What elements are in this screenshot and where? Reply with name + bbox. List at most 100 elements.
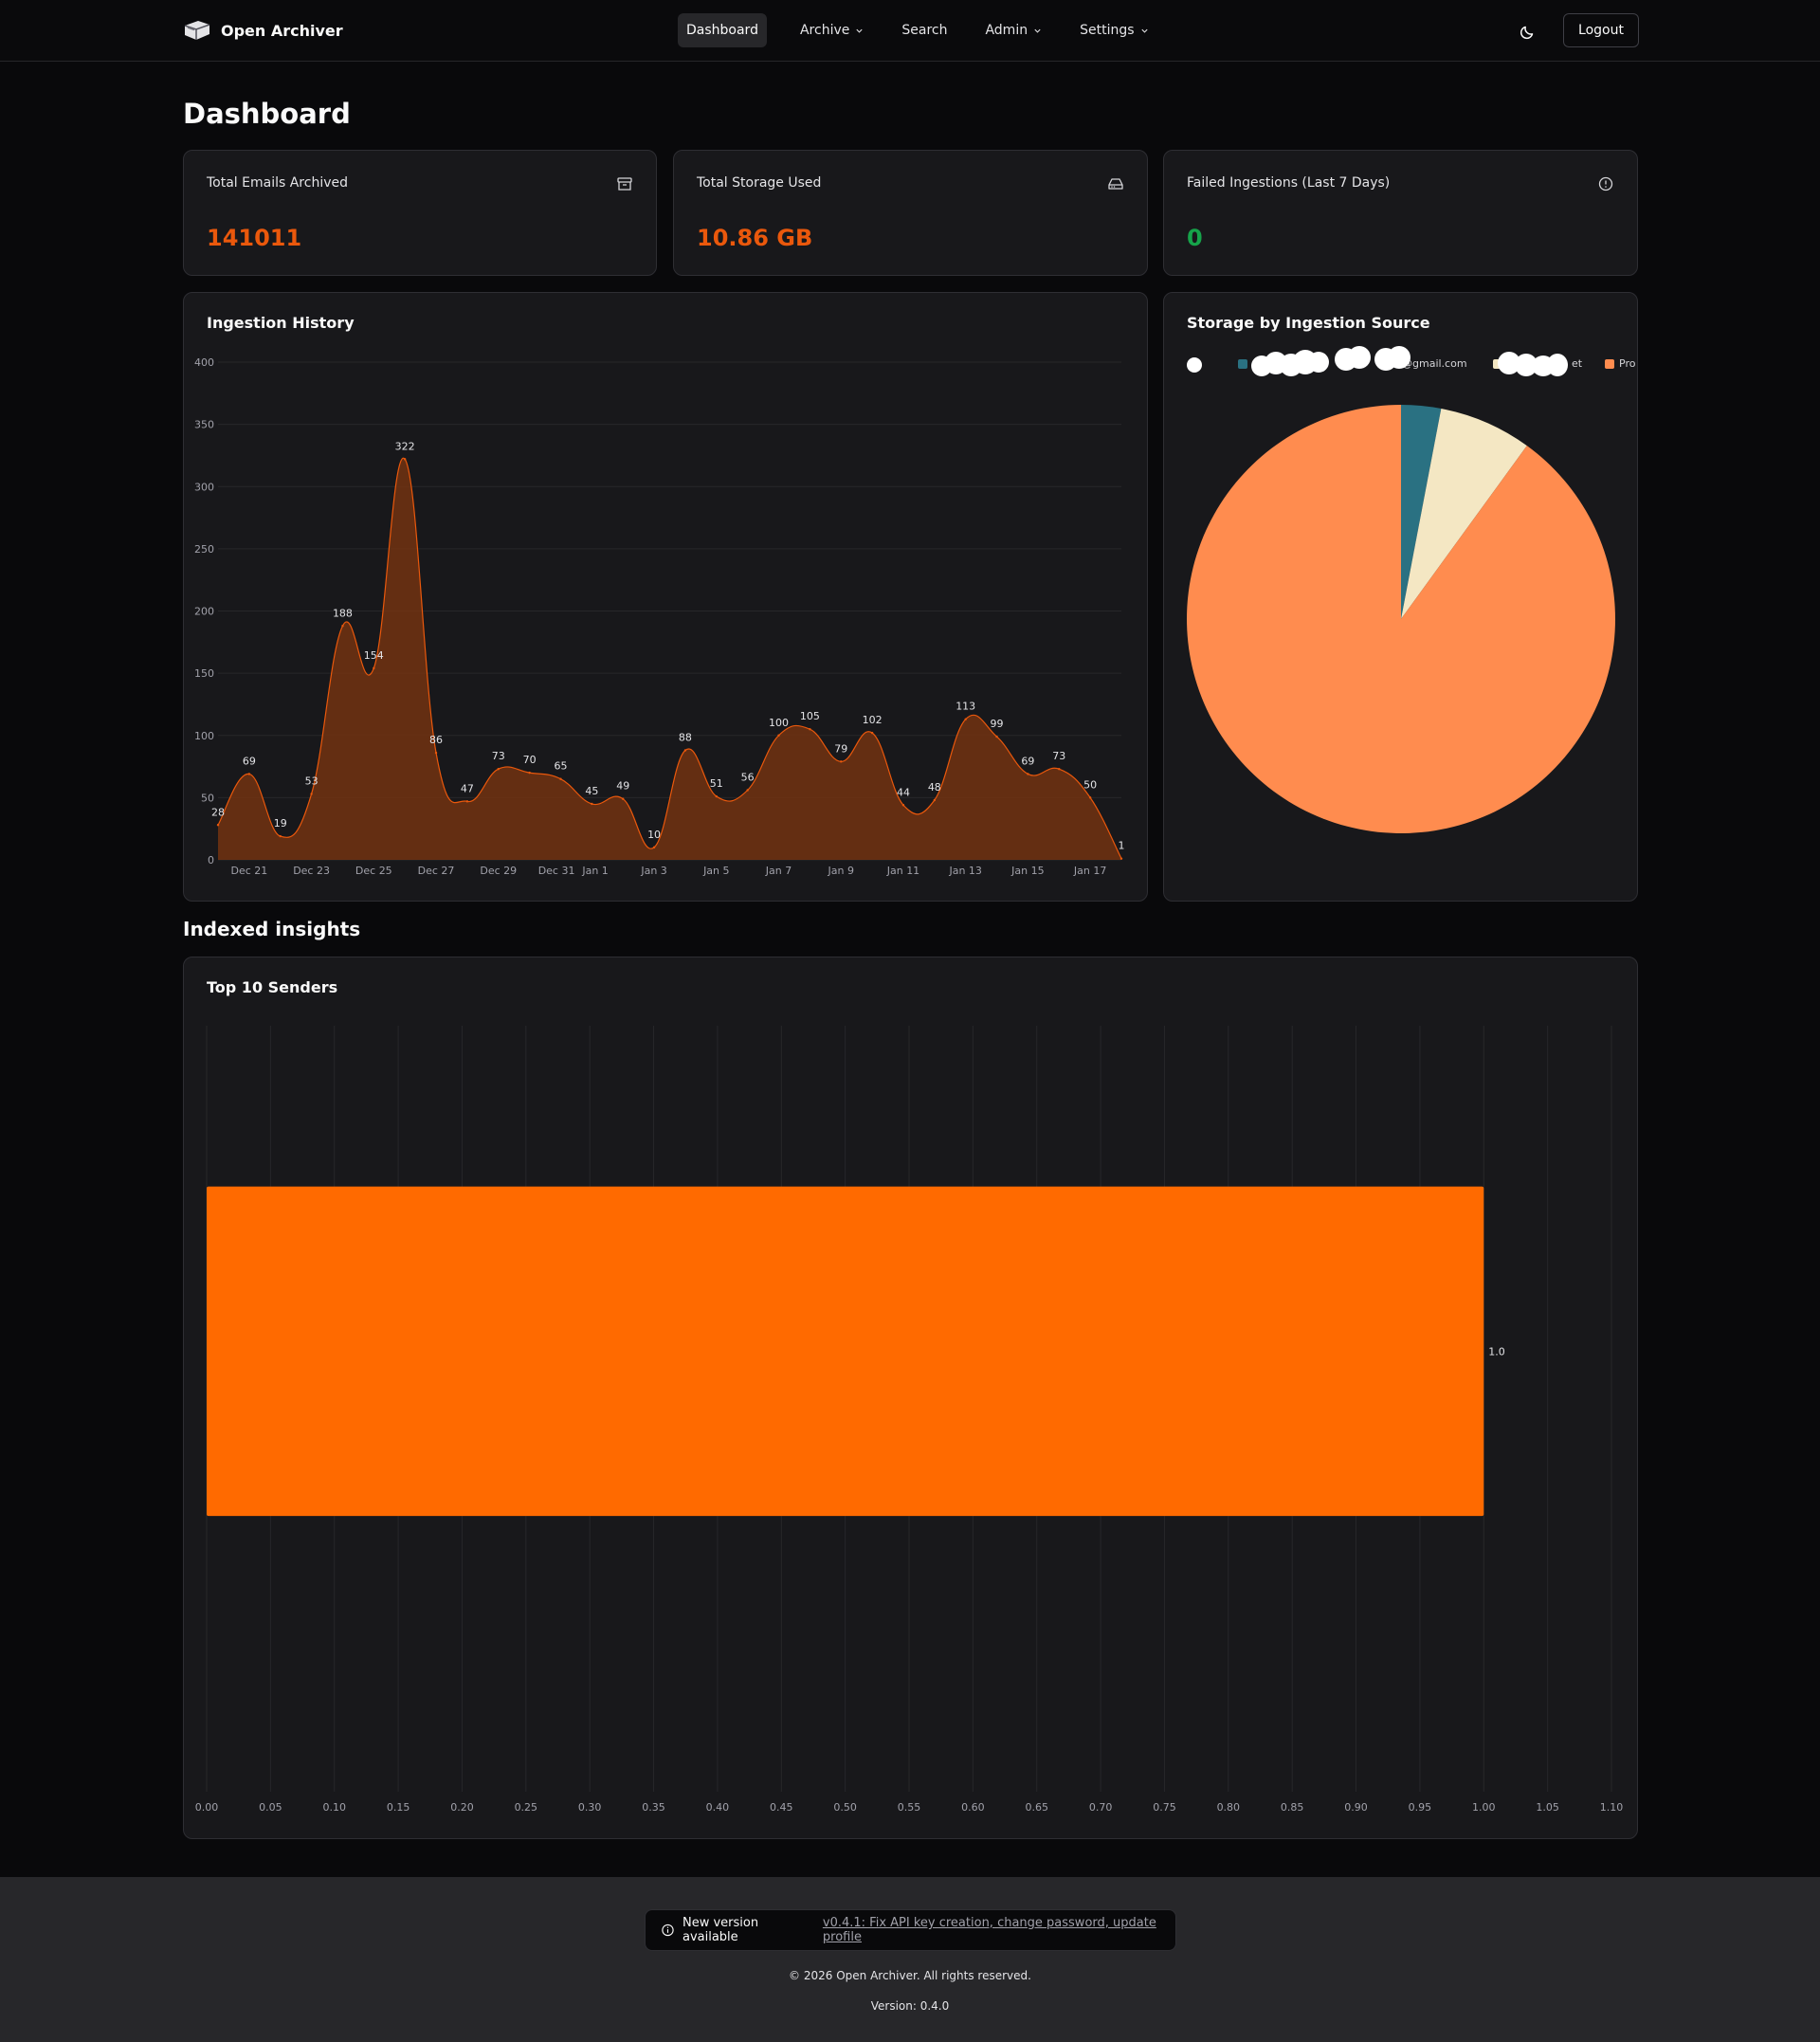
x-tick-label: Dec 27 — [418, 865, 455, 877]
x-tick-label: Jan 17 — [1073, 865, 1106, 877]
x-tick-label: 0.15 — [387, 1801, 410, 1814]
x-tick-label: 0.50 — [833, 1801, 857, 1814]
data-label: 113 — [956, 701, 975, 713]
stat-card-storage: Total Storage Used 10.86 GB — [673, 150, 1148, 276]
legend-label: Pro — [1619, 357, 1636, 370]
storage-pie-chart[interactable] — [1164, 293, 1639, 902]
data-point — [434, 751, 438, 755]
alert-circle-icon — [1598, 176, 1613, 191]
legend-label: @gmail.com — [1402, 357, 1467, 370]
data-label: 69 — [243, 755, 256, 767]
redaction-mark — [1308, 352, 1329, 373]
x-tick-label: Jan 9 — [828, 865, 854, 877]
stat-card-failed-ingestions: Failed Ingestions (Last 7 Days) 0 — [1163, 150, 1638, 276]
y-tick-label: 0 — [208, 854, 214, 866]
legend-swatch — [1238, 358, 1247, 369]
data-point — [247, 773, 251, 775]
hard-drive-icon — [1108, 178, 1123, 190]
nav-admin[interactable]: Admin — [976, 13, 1050, 47]
x-tick-label: 0.00 — [195, 1801, 219, 1814]
data-label: 70 — [523, 754, 537, 766]
data-label: 44 — [897, 786, 910, 798]
legend-item[interactable] — [1187, 357, 1202, 373]
nav-search-label: Search — [901, 23, 948, 38]
data-point — [341, 625, 344, 628]
ingestion-history-chart[interactable]: 0501001502002503003504002869195318815432… — [184, 293, 1149, 902]
redaction-mark — [1388, 346, 1410, 369]
x-tick-label: 1.00 — [1472, 1801, 1496, 1814]
legend-item[interactable]: @gmail.com — [1238, 357, 1467, 370]
version-label: Version: 0.4.0 — [870, 1999, 950, 2013]
data-point — [465, 800, 469, 803]
data-label: 56 — [741, 772, 755, 784]
archive-box-logo-icon — [184, 21, 210, 40]
x-tick-label: Jan 15 — [1010, 865, 1044, 877]
nav-search[interactable]: Search — [893, 13, 956, 47]
legend-item[interactable]: Pro — [1605, 357, 1635, 370]
stat-label: Total Emails Archived — [207, 175, 349, 191]
x-tick-label: Dec 23 — [293, 865, 330, 877]
chevron-down-icon — [856, 28, 863, 33]
data-label: 73 — [492, 750, 505, 762]
y-tick-label: 300 — [194, 481, 214, 493]
copyright: © 2026 Open Archiver. All rights reserve… — [789, 1969, 1031, 1982]
y-tick-label: 350 — [194, 419, 214, 431]
data-point — [403, 458, 407, 461]
data-label: 65 — [554, 760, 567, 773]
x-tick-label: 0.80 — [1217, 1801, 1241, 1814]
main-nav: Dashboard Archive Search Admin Settings — [678, 13, 1178, 47]
data-point — [901, 804, 905, 807]
top-navbar: Open Archiver Dashboard Archive Search A… — [0, 0, 1820, 62]
data-point — [933, 798, 937, 802]
nav-admin-label: Admin — [985, 23, 1028, 38]
data-point — [652, 846, 656, 849]
legend-label: et — [1572, 357, 1583, 370]
moon-icon[interactable] — [1518, 19, 1540, 42]
x-tick-label: 0.05 — [259, 1801, 282, 1814]
legend-swatch — [1605, 358, 1614, 369]
x-tick-label: 1.05 — [1536, 1801, 1559, 1814]
brand[interactable]: Open Archiver — [183, 18, 343, 43]
nav-dashboard[interactable]: Dashboard — [678, 13, 767, 47]
data-label: 69 — [1021, 755, 1034, 767]
y-tick-label: 400 — [194, 356, 214, 369]
x-tick-label: 0.60 — [961, 1801, 985, 1814]
archive-icon — [617, 177, 632, 191]
x-tick-label: 1.10 — [1600, 1801, 1624, 1814]
info-icon — [662, 1923, 674, 1937]
release-notes-link[interactable]: v0.4.1: Fix API key creation, change pas… — [822, 1916, 1156, 1944]
data-point — [1058, 767, 1061, 771]
x-tick-label: 0.30 — [578, 1801, 602, 1814]
data-label: 28 — [211, 806, 225, 818]
stat-value: 0 — [1187, 225, 1203, 251]
x-tick-label: 0.20 — [450, 1801, 474, 1814]
card-title: Storage by Ingestion Source — [1187, 314, 1430, 332]
x-tick-label: 0.70 — [1089, 1801, 1113, 1814]
data-point — [840, 760, 843, 763]
stat-label: Failed Ingestions (Last 7 Days) — [1187, 175, 1391, 191]
stat-value: 10.86 GB — [697, 225, 813, 251]
data-point — [373, 666, 375, 670]
data-point — [777, 734, 780, 737]
x-tick-label: Jan 11 — [886, 865, 919, 877]
x-tick-label: 0.45 — [770, 1801, 793, 1814]
nav-settings[interactable]: Settings — [1071, 13, 1156, 47]
data-label: 86 — [429, 734, 443, 746]
top-senders-chart[interactable]: 0.00 0.05 0.10 0.15 0.20 0.25 0.30 0.35 0.40 0.45… — [184, 957, 1639, 1840]
data-point — [1088, 796, 1092, 799]
data-label: 47 — [461, 782, 474, 794]
logout-button[interactable]: Logout — [1563, 13, 1639, 47]
x-tick-label: 0.85 — [1281, 1801, 1304, 1814]
x-tick-label: Jan 1 — [581, 865, 608, 877]
x-tick-label: Dec 31 — [538, 865, 575, 877]
redaction-mark — [1348, 346, 1371, 369]
data-label: 48 — [928, 781, 941, 793]
nav-archive[interactable]: Archive — [792, 13, 872, 47]
x-tick-label: 0.25 — [515, 1801, 538, 1814]
x-tick-label: 0.65 — [1025, 1801, 1048, 1814]
data-label: 19 — [274, 817, 287, 830]
data-label: 99 — [991, 718, 1004, 730]
pie-slice — [1187, 405, 1615, 833]
data-label: 102 — [863, 714, 883, 726]
section-title: Indexed insights — [183, 918, 361, 940]
